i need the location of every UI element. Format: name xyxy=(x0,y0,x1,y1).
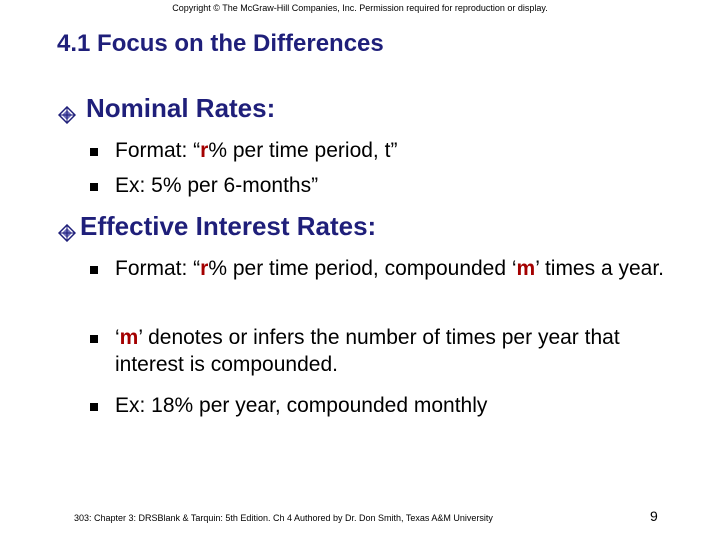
bullet-text: ‘m’ denotes or infers the number of time… xyxy=(115,326,620,376)
effective-rates-heading: Effective Interest Rates: xyxy=(80,211,377,241)
square-bullet-icon xyxy=(90,403,98,411)
square-bullet-icon xyxy=(90,266,98,274)
effective-rates-heading-row: Effective Interest Rates: xyxy=(57,211,377,242)
page-number: 9 xyxy=(650,508,658,524)
footer-credit: 303: Chapter 3: DRSBlank & Tarquin: 5th … xyxy=(74,513,493,523)
nominal-rates-heading-row: Nominal Rates: xyxy=(57,93,276,124)
copyright-notice: Copyright © The McGraw-Hill Companies, I… xyxy=(172,3,548,13)
square-bullet-icon xyxy=(90,183,98,191)
bullet-text: Ex: 18% per year, compounded monthly xyxy=(115,394,488,417)
bullet-text: Format: “r% per time period, compounded … xyxy=(115,257,664,280)
diamond-icon xyxy=(57,218,77,242)
bullet-text: Format: “r% per time period, t” xyxy=(115,139,398,162)
nominal-rates-heading: Nominal Rates: xyxy=(86,93,276,123)
bullet-text: Ex: 5% per 6-months” xyxy=(115,174,319,197)
diamond-icon xyxy=(57,100,77,124)
slide-title: 4.1 Focus on the Differences xyxy=(57,30,384,57)
square-bullet-icon xyxy=(90,335,98,343)
square-bullet-icon xyxy=(90,148,98,156)
